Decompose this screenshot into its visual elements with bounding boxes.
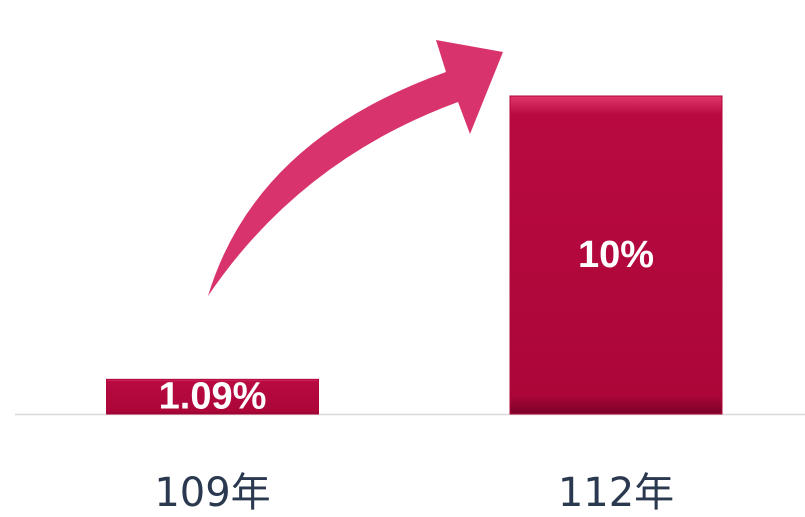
growth-arrow (208, 40, 503, 296)
bar (509, 95, 723, 415)
value-label: 10% (578, 234, 654, 276)
x-tick-label: 109年 (154, 470, 270, 516)
x-tick-label: 112年 (558, 470, 674, 516)
value-label: 1.09% (159, 376, 267, 418)
bar (106, 378, 319, 415)
